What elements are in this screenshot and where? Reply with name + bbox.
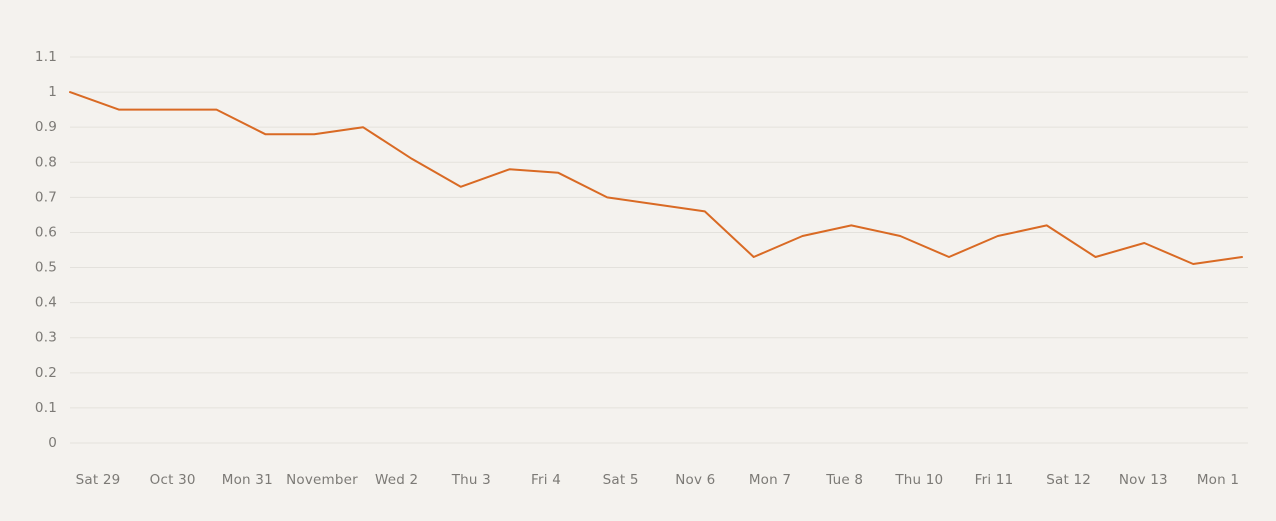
x-tick-label: Mon 7 xyxy=(749,472,791,488)
x-tick-label: Thu 3 xyxy=(451,472,491,488)
y-tick-label: 1.1 xyxy=(35,49,57,65)
y-tick-label: 0.3 xyxy=(35,330,57,346)
x-tick-label: Sat 29 xyxy=(76,472,121,488)
x-tick-label: Thu 10 xyxy=(894,472,943,488)
y-tick-label: 1 xyxy=(48,84,57,100)
y-tick-label: 0.9 xyxy=(35,119,57,135)
x-tick-label: Wed 2 xyxy=(375,472,418,488)
x-tick-label: Tue 8 xyxy=(825,472,863,488)
x-axis: Sat 29 Oct 30 Mon 31 November Wed 2 Thu 3 Fri … xyxy=(76,472,1239,488)
series-line-0 xyxy=(69,91,1243,265)
y-tick-label: 0.7 xyxy=(35,189,57,205)
x-tick-label: Nov 13 xyxy=(1119,472,1168,488)
x-tick-label: Mon 31 xyxy=(222,472,273,488)
x-tick-label: November xyxy=(286,472,358,488)
grid-lines xyxy=(70,56,1248,444)
y-axis: 0 0.1 0.2 0.3 0.4 0.5 0.6 0.7 0.8 0.9 1 1.1 xyxy=(35,49,57,451)
y-tick-label: 0.6 xyxy=(35,224,57,240)
y-tick-label: 0 xyxy=(48,435,57,451)
y-tick-label: 0.2 xyxy=(35,365,57,381)
x-tick-label: Nov 6 xyxy=(675,472,715,488)
x-tick-label: Fri 11 xyxy=(975,472,1014,488)
x-tick-label: Mon 1 xyxy=(1197,472,1239,488)
y-tick-label: 0.4 xyxy=(35,295,57,311)
x-tick-label: Oct 30 xyxy=(150,472,196,488)
series-layer xyxy=(69,91,1243,265)
y-tick-label: 0.1 xyxy=(35,400,57,416)
x-tick-label: Sat 12 xyxy=(1046,472,1091,488)
y-tick-label: 0.8 xyxy=(35,154,57,170)
x-tick-label: Fri 4 xyxy=(531,472,561,488)
y-tick-label: 0.5 xyxy=(35,260,57,276)
x-tick-label: Sat 5 xyxy=(603,472,639,488)
